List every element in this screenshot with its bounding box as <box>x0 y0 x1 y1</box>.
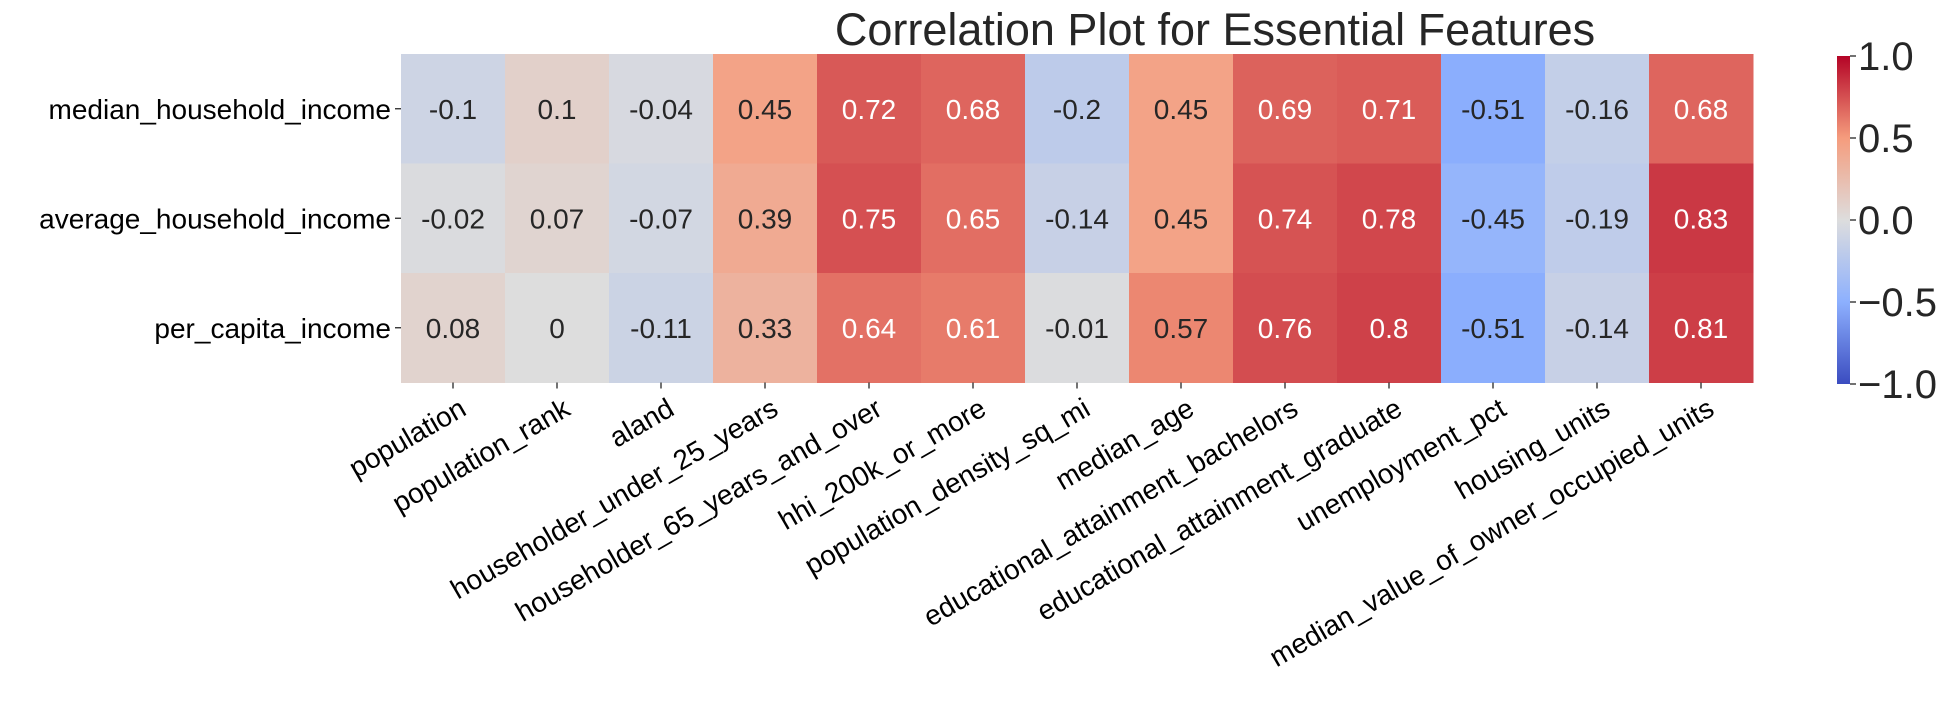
cell-value-label: -0.2 <box>1053 94 1101 125</box>
heatmap-cell <box>921 163 1026 274</box>
cell-value-label: 0.45 <box>738 94 793 125</box>
heatmap-cell <box>1025 273 1130 383</box>
cell-value-label: 0.74 <box>1258 203 1313 234</box>
colorbar-tick-label: −1.0 <box>1858 363 1937 407</box>
heatmap-cell <box>401 273 506 383</box>
cell-value-label: 0 <box>549 313 565 344</box>
heatmap-cell <box>1233 273 1338 383</box>
cell-value-label: -0.16 <box>1565 94 1629 125</box>
heatmap-cell <box>1337 273 1442 383</box>
colorbar-tick-label: 0.0 <box>1858 199 1914 243</box>
heatmap-cell <box>1649 273 1754 383</box>
heatmap-cell <box>505 163 610 274</box>
cell-value-label: 0.72 <box>842 94 897 125</box>
cell-value-label: 0.39 <box>738 203 793 234</box>
cell-value-label: 0.45 <box>1154 203 1209 234</box>
colorbar-gradient <box>1837 56 1850 384</box>
heatmap-cell <box>817 54 922 164</box>
heatmap-cell <box>609 273 714 383</box>
cell-value-label: -0.02 <box>421 203 485 234</box>
cell-value-label: 0.64 <box>842 313 897 344</box>
cell-value-label: -0.45 <box>1461 203 1525 234</box>
cell-value-label: 0.08 <box>426 313 481 344</box>
heatmap-cell <box>1025 54 1130 164</box>
cell-value-label: 0.68 <box>1674 94 1729 125</box>
heatmap-cell <box>921 273 1026 383</box>
colorbar: 1.0 0.5 0.0 −0.5 −1.0 <box>1837 35 1937 407</box>
heatmap-cell <box>817 163 922 274</box>
heatmap-cell <box>1649 54 1754 164</box>
row-labels: median_household_income average_household… <box>39 94 401 344</box>
cell-value-label: 0.68 <box>946 94 1001 125</box>
heatmap-cell <box>713 54 818 164</box>
cell-value-label: -0.14 <box>1045 203 1109 234</box>
chart-title: Correlation Plot for Essential Features <box>835 4 1595 55</box>
cell-value-label: -0.1 <box>429 94 477 125</box>
cell-value-label: -0.19 <box>1565 203 1629 234</box>
heatmap-cell <box>401 163 506 274</box>
cell-value-label: 0.57 <box>1154 313 1209 344</box>
cell-value-label: 0.75 <box>842 203 897 234</box>
heatmap-cell <box>401 54 506 164</box>
cell-value-label: -0.51 <box>1461 94 1525 125</box>
cell-value-label: 0.71 <box>1362 94 1417 125</box>
x-tick-label: population_rank <box>387 392 576 519</box>
heatmap-cell <box>1649 163 1754 274</box>
heatmap-cell <box>1233 163 1338 274</box>
cell-value-label: -0.51 <box>1461 313 1525 344</box>
heatmap-cell <box>1129 54 1234 164</box>
heatmap-cell <box>817 273 922 383</box>
heatmap-cell <box>609 163 714 274</box>
heatmap-cell <box>1545 54 1650 164</box>
heatmap-cell <box>609 54 714 164</box>
cell-value-label: 0.8 <box>1370 313 1409 344</box>
heatmap-cells: -0.1 0.1 -0.04 0.45 0.72 0.68 -0.2 0.45 0.69 0.71… <box>401 54 1754 383</box>
cell-value-label: 0.1 <box>538 94 577 125</box>
cell-value-label: -0.14 <box>1565 313 1629 344</box>
heatmap-cell <box>1233 54 1338 164</box>
colorbar-tick-label: 0.5 <box>1858 117 1914 161</box>
heatmap-cell <box>921 54 1026 164</box>
cell-value-label: -0.07 <box>629 203 693 234</box>
heatmap-cell <box>1441 273 1546 383</box>
heatmap-cell <box>1129 273 1234 383</box>
y-tick-label: average_household_income <box>39 203 391 234</box>
cell-value-label: -0.11 <box>630 313 692 344</box>
heatmap-cell <box>505 54 610 164</box>
heatmap-cell <box>1337 54 1442 164</box>
y-tick-label: median_household_income <box>49 94 391 125</box>
cell-value-label: 0.07 <box>530 203 585 234</box>
heatmap-cell <box>505 273 610 383</box>
cell-value-label: 0.83 <box>1674 203 1729 234</box>
heatmap-cell <box>713 273 818 383</box>
heatmap-cell <box>1441 54 1546 164</box>
heatmap-cell <box>1337 163 1442 274</box>
y-tick-label: per_capita_income <box>154 313 391 344</box>
heatmap-cell <box>1025 163 1130 274</box>
heatmap-cell <box>1129 163 1234 274</box>
heatmap-cell <box>1545 163 1650 274</box>
cell-value-label: 0.76 <box>1258 313 1313 344</box>
cell-value-label: 0.81 <box>1674 313 1729 344</box>
heatmap-cell <box>713 163 818 274</box>
cell-value-label: 0.33 <box>738 313 793 344</box>
x-tick-label: aland <box>604 392 679 453</box>
cell-value-label: 0.45 <box>1154 94 1209 125</box>
cell-value-label: -0.04 <box>629 94 693 125</box>
heatmap-cell <box>1441 163 1546 274</box>
colorbar-tick-label: −0.5 <box>1858 281 1937 325</box>
cell-value-label: 0.69 <box>1258 94 1313 125</box>
cell-value-label: -0.01 <box>1045 313 1109 344</box>
colorbar-tick-label: 1.0 <box>1858 35 1914 79</box>
cell-value-label: 0.61 <box>946 313 1001 344</box>
cell-value-label: 0.65 <box>946 203 1001 234</box>
heatmap-cell <box>1545 273 1650 383</box>
cell-value-label: 0.78 <box>1362 203 1417 234</box>
